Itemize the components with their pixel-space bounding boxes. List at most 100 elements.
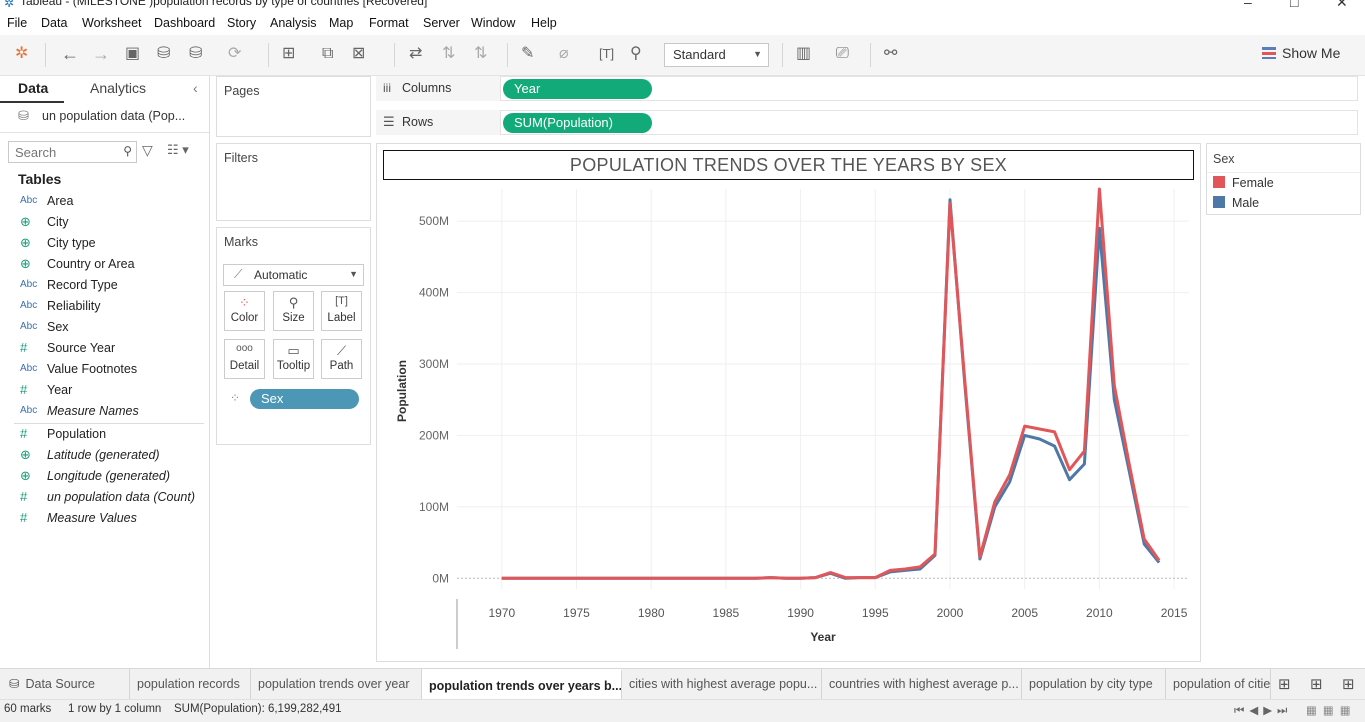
- new-datasource-icon[interactable]: ⛁: [157, 45, 171, 62]
- field-label: City type: [47, 236, 96, 250]
- tab-data-source-label: Data Source: [25, 677, 95, 691]
- pin-axes-icon[interactable]: ⚲: [630, 45, 642, 62]
- collapse-pane-icon[interactable]: ‹: [193, 80, 198, 96]
- color-button[interactable]: ⁘ Color: [224, 291, 265, 331]
- maximize-icon[interactable]: □: [1290, 0, 1299, 10]
- tab-data-source[interactable]: ⛁ Data Source: [0, 669, 130, 699]
- x-axis-label: Year: [810, 630, 836, 644]
- tab-population-trends-over-year[interactable]: population trends over year: [251, 669, 422, 699]
- sort-descending-icon[interactable]: ⇅: [474, 45, 488, 62]
- tab-cities-highest-average[interactable]: cities with highest average popu...: [622, 669, 822, 699]
- tab-population-trends-by-sex[interactable]: population trends over years b...: [422, 669, 622, 699]
- field-area[interactable]: Abc Area: [0, 192, 209, 212]
- search-field[interactable]: ⚲: [8, 141, 137, 163]
- duplicate-sheet-icon[interactable]: ⧉: [322, 45, 334, 62]
- field-city-type[interactable]: ⊕ City type: [0, 234, 209, 254]
- share-icon[interactable]: ⚯: [884, 45, 898, 62]
- field-measure-values[interactable]: # Measure Values: [0, 509, 209, 529]
- menu-map[interactable]: Map: [329, 16, 354, 30]
- series-line-female[interactable]: [501, 187, 1161, 580]
- field-reliability[interactable]: Abc Reliability: [0, 297, 209, 317]
- series-line-male[interactable]: [501, 198, 1161, 580]
- menu-format[interactable]: Format: [369, 16, 409, 30]
- path-button[interactable]: ⟋ Path: [321, 339, 362, 379]
- field-longitude-generated[interactable]: ⊕ Longitude (generated): [0, 467, 209, 487]
- new-worksheet-icon[interactable]: ⊞: [282, 45, 296, 62]
- menu-data[interactable]: Data: [41, 16, 68, 30]
- field-year[interactable]: # Year: [0, 381, 209, 401]
- show-cards-icon[interactable]: ▥: [796, 45, 812, 62]
- clear-sheet-icon[interactable]: ⊠: [352, 45, 366, 62]
- rows-icon: ☰: [383, 114, 395, 129]
- tab-analytics[interactable]: Analytics: [90, 80, 147, 96]
- undo-icon[interactable]: ←: [61, 44, 79, 64]
- y-tick-label: 500M: [419, 214, 449, 228]
- field-city[interactable]: ⊕ City: [0, 213, 209, 233]
- view-list-icon[interactable]: ☷ ▾: [167, 142, 189, 157]
- minimize-icon[interactable]: –: [1244, 0, 1252, 10]
- menu-help[interactable]: Help: [531, 16, 557, 30]
- filter-icon[interactable]: ▽: [142, 142, 153, 158]
- fit-dropdown[interactable]: Standard ▼: [664, 43, 769, 67]
- tab-population-of-cities[interactable]: population of citie: [1166, 669, 1271, 699]
- x-tick-label: 2015: [1161, 606, 1188, 620]
- label-button[interactable]: [T] Label: [321, 291, 362, 331]
- save-icon[interactable]: ▣: [125, 45, 141, 62]
- tab-population-by-city-type[interactable]: population by city type: [1022, 669, 1166, 699]
- view-mode-icons[interactable]: ▦▦▦: [1306, 705, 1357, 717]
- line-chart[interactable]: 0M 100M 200M 300M 400M 500M 1970 1975 1980 1985 1…: [377, 144, 1200, 661]
- presentation-mode-icon[interactable]: ⎚: [836, 45, 849, 62]
- detail-button[interactable]: ooo Detail: [224, 339, 265, 379]
- menu-file[interactable]: File: [7, 16, 28, 30]
- menu-story[interactable]: Story: [227, 16, 257, 30]
- tab-population-records[interactable]: population records: [130, 669, 251, 699]
- string-type-icon: Abc: [20, 405, 38, 416]
- datasource-name[interactable]: un population data (Pop...: [42, 109, 186, 123]
- refresh-icon[interactable]: ⟳: [228, 45, 242, 62]
- mark-type-dropdown[interactable]: ⟋ Automatic ▼: [223, 264, 364, 286]
- close-icon[interactable]: ✕: [1336, 0, 1348, 10]
- menu-dashboard[interactable]: Dashboard: [154, 16, 216, 30]
- new-dashboard-icon[interactable]: ⊞: [1310, 676, 1323, 693]
- tab-countries-highest-average[interactable]: countries with highest average p...: [822, 669, 1022, 699]
- field-population[interactable]: # Population: [0, 425, 209, 445]
- chevron-down-icon: ▼: [753, 49, 762, 59]
- legend-item-female[interactable]: Female: [1213, 176, 1274, 190]
- field-latitude-generated[interactable]: ⊕ Latitude (generated): [0, 446, 209, 466]
- new-story-icon[interactable]: ⊞: [1342, 676, 1355, 693]
- field-value-footnotes[interactable]: Abc Value Footnotes: [0, 360, 209, 380]
- swap-rows-columns-icon[interactable]: ⇄: [409, 45, 423, 62]
- field-measure-names[interactable]: Abc Measure Names: [0, 402, 209, 422]
- redo-icon[interactable]: →: [92, 44, 110, 64]
- show-me-button[interactable]: Show Me: [1262, 45, 1340, 61]
- size-button[interactable]: ⚲ Size: [273, 291, 314, 331]
- field-source-year[interactable]: # Source Year: [0, 339, 209, 359]
- new-worksheet-icon[interactable]: ⊞: [1278, 676, 1291, 693]
- search-input[interactable]: [13, 142, 117, 162]
- sex-mark-pill[interactable]: Sex: [250, 389, 359, 409]
- sort-ascending-icon[interactable]: ⇅: [442, 45, 456, 62]
- menu-worksheet[interactable]: Worksheet: [82, 16, 142, 30]
- tableau-home-icon[interactable]: ✲: [15, 45, 29, 62]
- menu-analysis[interactable]: Analysis: [270, 16, 317, 30]
- field-sex[interactable]: Abc Sex: [0, 318, 209, 338]
- x-tick-label: 1980: [638, 606, 665, 620]
- year-column-pill[interactable]: Year: [503, 79, 652, 99]
- population-row-pill[interactable]: SUM(Population): [503, 113, 652, 133]
- show-mark-labels-icon[interactable]: [T]: [599, 46, 615, 61]
- field-label: Area: [47, 194, 74, 208]
- menu-window[interactable]: Window: [471, 16, 516, 30]
- legend-item-male[interactable]: Male: [1213, 196, 1259, 210]
- group-members-icon[interactable]: ⌀: [559, 45, 569, 62]
- menu-server[interactable]: Server: [423, 16, 460, 30]
- tab-data[interactable]: Data: [18, 80, 49, 96]
- pages-card[interactable]: Pages: [216, 76, 371, 137]
- highlight-icon[interactable]: ✎: [521, 45, 535, 62]
- tooltip-button[interactable]: ▭ Tooltip: [273, 339, 314, 379]
- filters-card[interactable]: Filters: [216, 143, 371, 221]
- sheet-navigation-icons[interactable]: ⏮◀▶⏭: [1234, 705, 1293, 717]
- field-country-or-area[interactable]: ⊕ Country or Area: [0, 255, 209, 275]
- pause-updates-icon[interactable]: ⛁: [189, 45, 203, 62]
- field-record-type[interactable]: Abc Record Type: [0, 276, 209, 296]
- field-un-population-data-count[interactable]: # un population data (Count): [0, 488, 209, 508]
